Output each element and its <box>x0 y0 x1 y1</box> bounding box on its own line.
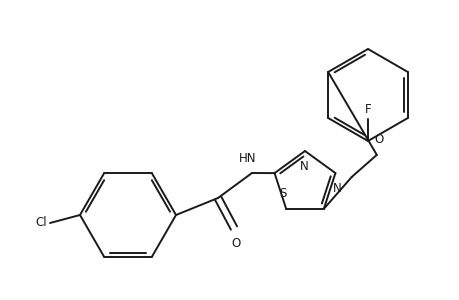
Text: N: N <box>299 160 308 173</box>
Text: Cl: Cl <box>35 217 47 230</box>
Text: N: N <box>332 182 341 195</box>
Text: F: F <box>364 103 370 116</box>
Text: O: O <box>373 133 383 146</box>
Text: S: S <box>279 187 286 200</box>
Text: O: O <box>231 237 240 250</box>
Text: HN: HN <box>239 152 256 165</box>
